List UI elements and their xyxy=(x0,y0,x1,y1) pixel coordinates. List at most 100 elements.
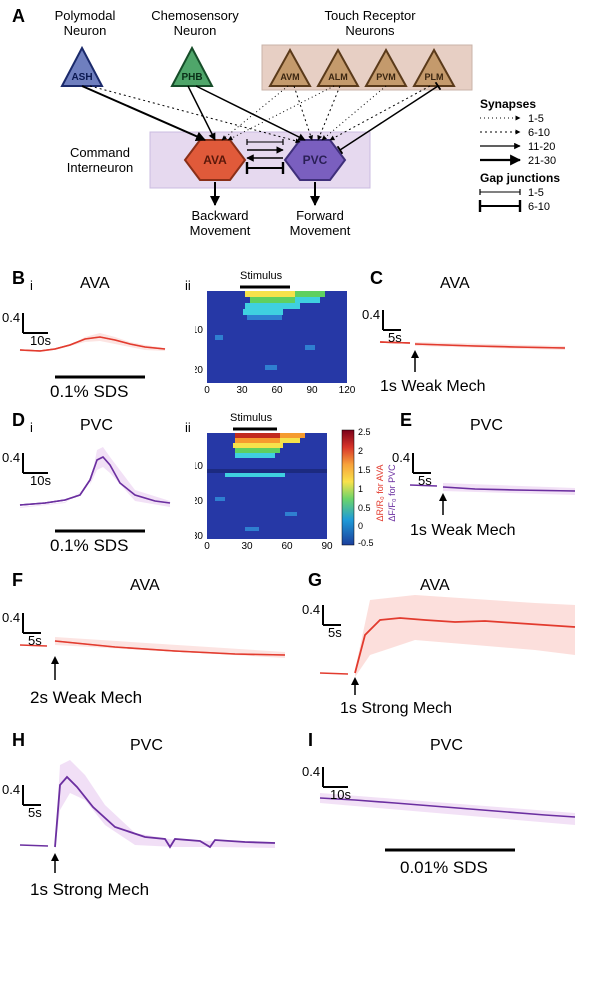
panel-d-label: D xyxy=(12,410,25,431)
panel-i-stim: 0.01% SDS xyxy=(400,858,488,878)
panel-c-scalex: 5s xyxy=(388,330,402,345)
svg-text:30: 30 xyxy=(236,385,248,395)
panel-h-title: PVC xyxy=(130,737,163,755)
panel-c-stim: 1s Weak Mech xyxy=(380,378,486,396)
panel-f-scaley: 0.4 xyxy=(2,610,20,625)
panel-bii-stim: Stimulus xyxy=(240,270,282,282)
panel-d-scalex: 10s xyxy=(30,473,51,488)
svg-text:30: 30 xyxy=(195,531,203,542)
panel-b-scaley: 0.4 xyxy=(2,310,20,325)
svg-text:ΔF/F₀ for PVC: ΔF/F₀ for PVC xyxy=(387,464,397,522)
panel-d-title: PVC xyxy=(80,417,113,435)
panel-e-scalex: 5s xyxy=(418,473,432,488)
panel-g-scaley: 0.4 xyxy=(302,602,320,617)
svg-text:1-5: 1-5 xyxy=(528,113,544,125)
panel-dii-heatmap: 10 20 30 0 30 60 90 xyxy=(195,427,340,552)
svg-text:PVM: PVM xyxy=(376,72,396,82)
panel-g-stim: 1s Strong Mech xyxy=(340,700,452,718)
svg-text:Synapses: Synapses xyxy=(480,97,536,111)
panel-b-label: B xyxy=(12,268,25,289)
svg-text:30: 30 xyxy=(241,541,253,552)
svg-text:90: 90 xyxy=(321,541,333,552)
panel-d-trace xyxy=(15,435,175,545)
panel-h-stim: 1s Strong Mech xyxy=(30,880,149,900)
panel-f-trace xyxy=(15,595,295,695)
label-forward: Forward Movement xyxy=(280,208,360,238)
panel-g-scalex: 5s xyxy=(328,625,342,640)
panel-g-trace xyxy=(315,585,585,705)
svg-text:2.5: 2.5 xyxy=(358,427,371,437)
panel-dii-stim: Stimulus xyxy=(230,412,272,424)
label-backward: Backward Movement xyxy=(180,208,260,238)
svg-text:ΔR/R₀ for AVA: ΔR/R₀ for AVA xyxy=(375,465,385,522)
panel-a: A Polymodal Neuron Chemosensory Neuron T… xyxy=(0,0,595,260)
svg-text:90: 90 xyxy=(306,385,318,395)
panel-f-title: AVA xyxy=(130,577,160,595)
svg-text:6-10: 6-10 xyxy=(528,127,550,139)
svg-text:-0.5: -0.5 xyxy=(358,538,374,548)
figure-root: A Polymodal Neuron Chemosensory Neuron T… xyxy=(0,0,595,994)
svg-text:1: 1 xyxy=(358,484,363,494)
svg-text:0: 0 xyxy=(358,521,363,531)
panel-i-scalex: 10s xyxy=(330,787,351,802)
svg-text:60: 60 xyxy=(271,385,283,395)
colorbar: 2.5 2 1.5 1 0.5 0 -0.5 ΔR/R₀ for AVA ΔF/… xyxy=(338,425,408,555)
svg-text:11-20: 11-20 xyxy=(528,141,555,153)
panel-i-title: PVC xyxy=(430,737,463,755)
svg-text:60: 60 xyxy=(281,541,293,552)
svg-text:10: 10 xyxy=(195,461,203,472)
svg-text:AVM: AVM xyxy=(280,72,299,82)
panel-f-scalex: 5s xyxy=(28,633,42,648)
panel-d-ii: ii xyxy=(185,420,191,435)
panel-e-title: PVC xyxy=(470,417,503,435)
svg-text:PVC: PVC xyxy=(303,153,328,167)
svg-text:Gap junctions: Gap junctions xyxy=(480,171,560,185)
panel-d-stim: 0.1% SDS xyxy=(50,536,128,556)
svg-text:0: 0 xyxy=(204,541,210,552)
svg-text:21-30: 21-30 xyxy=(528,155,556,167)
panel-bii-heatmap: 10 20 0 30 60 90 120 xyxy=(195,285,355,395)
panel-f-stim: 2s Weak Mech xyxy=(30,688,142,708)
panel-c-label: C xyxy=(370,268,383,289)
svg-text:AVA: AVA xyxy=(203,153,227,167)
svg-text:1.5: 1.5 xyxy=(358,465,371,475)
panel-b-title: AVA xyxy=(80,275,110,293)
svg-text:1-5: 1-5 xyxy=(528,187,544,199)
panel-f-label: F xyxy=(12,570,23,591)
svg-text:0.5: 0.5 xyxy=(358,503,371,513)
panel-c-trace xyxy=(375,292,575,392)
panel-d-i: i xyxy=(30,420,33,435)
svg-text:PHB: PHB xyxy=(181,72,202,83)
svg-text:ALM: ALM xyxy=(328,72,348,82)
neuron-phb: PHB xyxy=(172,48,212,86)
label-command: Command Interneuron xyxy=(55,145,145,175)
svg-text:120: 120 xyxy=(339,385,355,395)
panel-c-scaley: 0.4 xyxy=(362,307,380,322)
panel-e-label: E xyxy=(400,410,412,431)
svg-text:0: 0 xyxy=(204,385,210,395)
svg-text:20: 20 xyxy=(195,365,203,376)
panel-h-label: H xyxy=(12,730,25,751)
panel-i-label: I xyxy=(308,730,313,751)
panel-h-trace xyxy=(15,755,295,885)
svg-text:2: 2 xyxy=(358,446,363,456)
panel-b-i: i xyxy=(30,278,33,293)
svg-text:20: 20 xyxy=(195,496,203,507)
panel-e-trace xyxy=(405,435,585,535)
svg-text:ASH: ASH xyxy=(71,72,92,83)
panel-b-ii: ii xyxy=(185,278,191,293)
panel-i-scaley: 0.4 xyxy=(302,764,320,779)
legend: Synapses 1-5 6-10 11-20 21-30 Gap juncti… xyxy=(480,97,560,213)
panel-d-scaley: 0.4 xyxy=(2,450,20,465)
panel-e-stim: 1s Weak Mech xyxy=(410,522,516,540)
panel-h-scaley: 0.4 xyxy=(2,782,20,797)
svg-text:6-10: 6-10 xyxy=(528,201,550,213)
svg-text:PLM: PLM xyxy=(425,72,444,82)
neuron-ash: ASH xyxy=(62,48,102,86)
panel-b-stim: 0.1% SDS xyxy=(50,382,128,402)
panel-h-scalex: 5s xyxy=(28,805,42,820)
panel-c-title: AVA xyxy=(440,275,470,293)
panel-i-trace xyxy=(315,755,585,875)
panel-b-scalex: 10s xyxy=(30,333,51,348)
panel-e-scaley: 0.4 xyxy=(392,450,410,465)
